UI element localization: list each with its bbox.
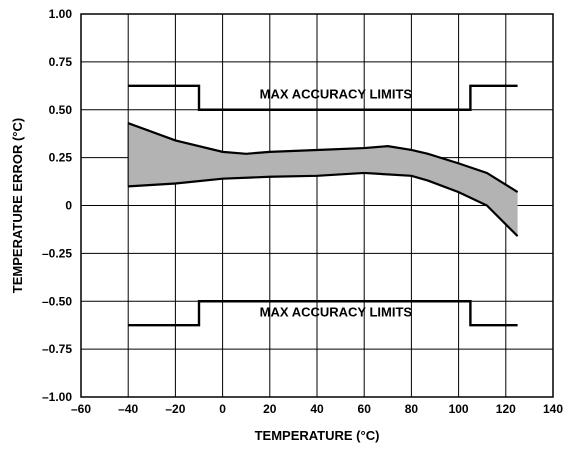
annotation-label: MAX ACCURACY LIMITS bbox=[260, 305, 413, 320]
error-band-upper-edge bbox=[127, 122, 519, 194]
upper-limit-line bbox=[128, 84, 518, 111]
annotations: MAX ACCURACY LIMITS MAX ACCURACY LIMITS bbox=[260, 86, 413, 319]
error-band-lower-edge bbox=[128, 171, 519, 237]
plot-frame bbox=[80, 13, 554, 398]
y-tick-label: –0.25 bbox=[42, 246, 72, 260]
x-tick-label: 120 bbox=[496, 402, 516, 416]
y-tick-label: –0.75 bbox=[42, 342, 72, 356]
y-tick-label: 0.75 bbox=[49, 55, 73, 69]
x-tick-label: –20 bbox=[165, 402, 185, 416]
x-tick-label: 80 bbox=[405, 402, 419, 416]
y-axis-title: TEMPERATURE ERROR (°C) bbox=[10, 118, 25, 293]
x-tick-label: –60 bbox=[71, 402, 91, 416]
x-tick-label: 40 bbox=[310, 402, 324, 416]
x-tick-labels: –60 –40 –20 0 20 40 60 80 100 120 140 bbox=[71, 402, 563, 416]
y-tick-label: 0 bbox=[65, 199, 72, 213]
x-tick-label: 20 bbox=[263, 402, 277, 416]
y-tick-label: 1.00 bbox=[49, 7, 73, 21]
x-tick-label: –40 bbox=[118, 402, 138, 416]
x-tick-label: 140 bbox=[543, 402, 563, 416]
lower-limit-line bbox=[128, 300, 518, 327]
error-band-area bbox=[128, 123, 518, 237]
x-tick-label: 100 bbox=[449, 402, 469, 416]
annotation-label: MAX ACCURACY LIMITS bbox=[260, 86, 413, 101]
y-tick-label: –0.50 bbox=[42, 294, 72, 308]
x-axis-title: TEMPERATURE (°C) bbox=[255, 428, 380, 443]
error-band bbox=[127, 122, 519, 237]
y-tick-label: 0.50 bbox=[49, 103, 73, 117]
accuracy-limit-lines bbox=[128, 84, 518, 327]
grid-lines bbox=[81, 14, 553, 397]
x-tick-label: 0 bbox=[219, 402, 226, 416]
y-tick-label: –1.00 bbox=[42, 390, 72, 404]
x-tick-label: 60 bbox=[358, 402, 372, 416]
y-tick-label: 0.25 bbox=[49, 151, 73, 165]
y-tick-labels: 1.00 0.75 0.50 0.25 0 –0.25 –0.50 –0.75 –1.00 bbox=[42, 7, 72, 404]
